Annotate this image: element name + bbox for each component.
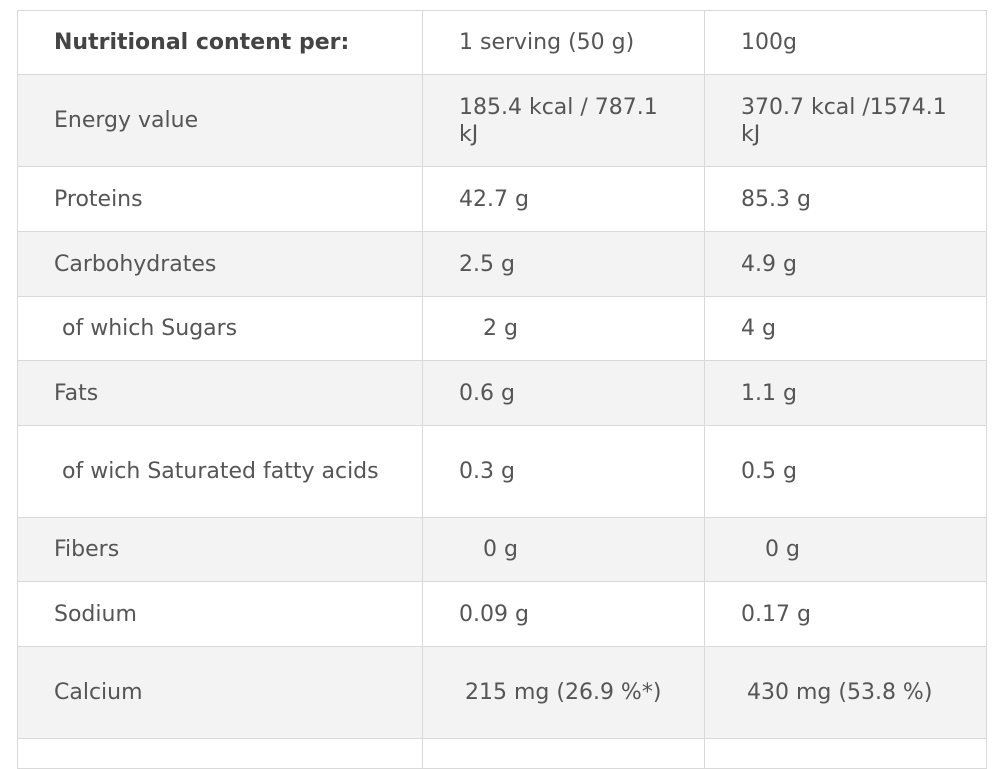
row-serving-value: 215 mg (26.9 %*) bbox=[422, 646, 705, 739]
row-100g-value: 4 g bbox=[704, 296, 987, 361]
row-label: Fats bbox=[17, 360, 423, 426]
row-100g-text: 430 mg (53.8 %) bbox=[747, 680, 933, 705]
row-label: of wich Saturated fatty acids bbox=[17, 425, 423, 518]
row-serving-text: 215 mg (26.9 %*) bbox=[465, 680, 662, 705]
row-label: Energy value bbox=[17, 74, 423, 167]
row-label: Carbohydrates bbox=[17, 231, 423, 297]
row-100g-text: 0 g bbox=[765, 537, 800, 562]
table-row: Fats 0.6 g 1.1 g bbox=[17, 360, 987, 426]
table-row: Fibers 0 g 0 g bbox=[17, 517, 987, 582]
row-100g-value: 0.17 g bbox=[704, 581, 987, 647]
row-serving-text: 0 g bbox=[483, 537, 518, 562]
row-label-text: of which Sugars bbox=[62, 316, 238, 341]
row-100g-value: 85.3 g bbox=[704, 166, 987, 232]
row-serving-value: 0.3 g bbox=[422, 425, 705, 518]
header-100g: 100g bbox=[704, 10, 987, 75]
row-serving-text: 2 g bbox=[483, 316, 518, 341]
row-100g-value: 0.5 g bbox=[704, 425, 987, 518]
table-row: of which Sugars 2 g 4 g bbox=[17, 296, 987, 361]
row-label-text: of wich Saturated fatty acids bbox=[62, 459, 379, 484]
row-100g-value: 0 g bbox=[704, 517, 987, 582]
table-row: Carbohydrates 2.5 g 4.9 g bbox=[17, 231, 987, 297]
row-label bbox=[17, 738, 423, 769]
header-serving: 1 serving (50 g) bbox=[422, 10, 705, 75]
row-serving-value: 185.4 kcal / 787.1 kJ bbox=[422, 74, 705, 167]
row-serving-value: 0 g bbox=[422, 517, 705, 582]
nutrition-table: Nutritional content per: 1 serving (50 g… bbox=[17, 10, 987, 769]
nutrition-table-container: Nutritional content per: 1 serving (50 g… bbox=[17, 10, 987, 769]
table-row: of wich Saturated fatty acids 0.3 g 0.5 … bbox=[17, 425, 987, 518]
row-100g-value bbox=[704, 738, 987, 769]
table-row: Proteins 42.7 g 85.3 g bbox=[17, 166, 987, 232]
row-label: Fibers bbox=[17, 517, 423, 582]
table-row-empty bbox=[17, 738, 987, 769]
row-label: Calcium bbox=[17, 646, 423, 739]
row-100g-value: 1.1 g bbox=[704, 360, 987, 426]
row-100g-value: 4.9 g bbox=[704, 231, 987, 297]
table-row: Energy value 185.4 kcal / 787.1 kJ 370.7… bbox=[17, 74, 987, 167]
row-serving-value: 0.09 g bbox=[422, 581, 705, 647]
table-row: Calcium 215 mg (26.9 %*) 430 mg (53.8 %) bbox=[17, 646, 987, 739]
row-serving-value: 42.7 g bbox=[422, 166, 705, 232]
row-serving-value: 0.6 g bbox=[422, 360, 705, 426]
row-serving-value bbox=[422, 738, 705, 769]
row-label: Sodium bbox=[17, 581, 423, 647]
row-serving-value: 2.5 g bbox=[422, 231, 705, 297]
row-label: Proteins bbox=[17, 166, 423, 232]
row-serving-value: 2 g bbox=[422, 296, 705, 361]
table-row: Sodium 0.09 g 0.17 g bbox=[17, 581, 987, 647]
header-label: Nutritional content per: bbox=[17, 10, 423, 75]
table-header-row: Nutritional content per: 1 serving (50 g… bbox=[17, 10, 987, 75]
row-label: of which Sugars bbox=[17, 296, 423, 361]
row-100g-value: 370.7 kcal /1574.1 kJ bbox=[704, 74, 987, 167]
row-100g-value: 430 mg (53.8 %) bbox=[704, 646, 987, 739]
